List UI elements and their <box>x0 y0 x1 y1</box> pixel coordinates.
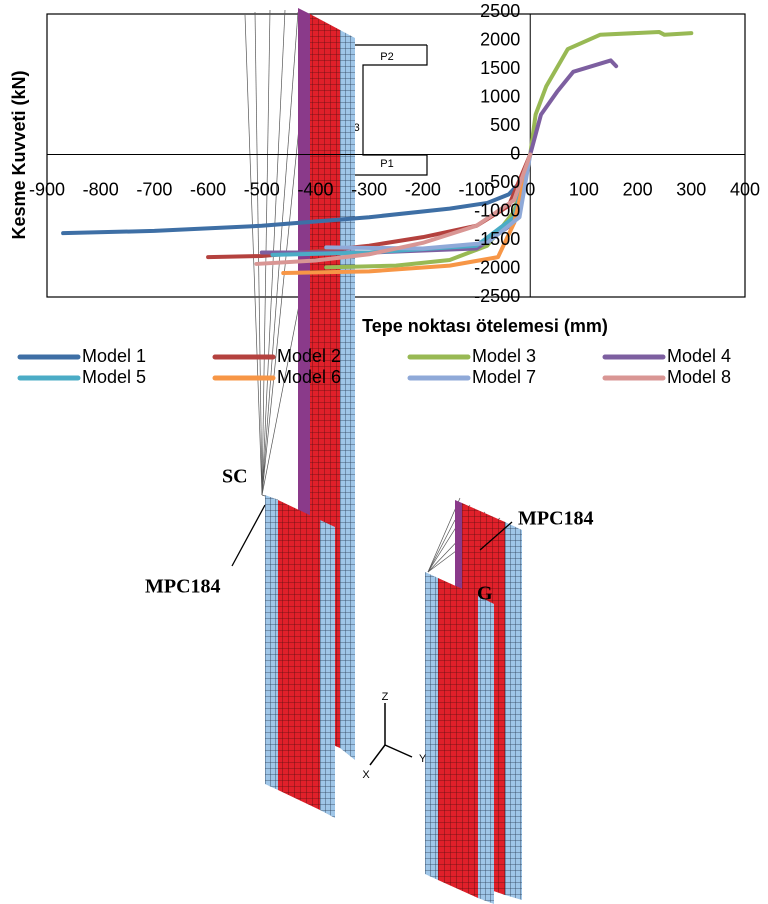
y-tick-label: -2000 <box>474 257 520 277</box>
legend-label: Model 8 <box>667 367 731 387</box>
y-tick-label: -1500 <box>474 229 520 249</box>
legend-label: Model 4 <box>667 346 731 366</box>
y-tick-label: 0 <box>510 143 520 163</box>
x-tick-label: 300 <box>676 179 706 199</box>
y-tick-label: 1500 <box>480 58 520 78</box>
axis-triad-label: X <box>362 769 370 781</box>
x-tick-label: 100 <box>569 179 599 199</box>
page: P2 P3 P1 Kesme Kuvveti (kN) Tepe noktası… <box>0 0 768 904</box>
y-tick-label: 500 <box>490 115 520 135</box>
fe-model <box>232 8 522 904</box>
diagram-label: MPC184 <box>145 576 221 598</box>
x-tick-label: 0 <box>525 179 535 199</box>
diagram-label: MPC184 <box>518 508 594 530</box>
diagram-label: SC <box>222 466 248 488</box>
legend-label: Model 7 <box>472 367 536 387</box>
x-tick-label: -900 <box>29 179 65 199</box>
x-tick-label: -600 <box>190 179 226 199</box>
x-tick-label: -800 <box>83 179 119 199</box>
x-tick-label: 400 <box>730 179 760 199</box>
x-tick-label: 200 <box>623 179 653 199</box>
legend-label: Model 5 <box>82 367 146 387</box>
y-tick-label: -1000 <box>474 200 520 220</box>
y-tick-label: 2000 <box>480 29 520 49</box>
inset-section <box>343 45 427 175</box>
x-axis-title: Tepe noktası ötelemesi (mm) <box>362 316 608 336</box>
y-tick-label: -2500 <box>474 286 520 306</box>
inset-label: P1 <box>380 158 393 170</box>
y-tick-label: 1000 <box>480 86 520 106</box>
axis-triad-label: Y <box>419 753 427 765</box>
legend-label: Model 2 <box>277 346 341 366</box>
diagram-label: G <box>477 583 493 605</box>
x-tick-label: -500 <box>244 179 280 199</box>
y-axis-title: Kesme Kuvveti (kN) <box>9 70 29 239</box>
inset-label: P2 <box>380 51 393 63</box>
legend-label: Model 1 <box>82 346 146 366</box>
x-tick-label: -400 <box>297 179 333 199</box>
legend-label: Model 6 <box>277 367 341 387</box>
x-tick-label: -200 <box>405 179 441 199</box>
y-tick-label: 2500 <box>480 1 520 21</box>
legend-label: Model 3 <box>472 346 536 366</box>
x-tick-label: -300 <box>351 179 387 199</box>
y-tick-label: -500 <box>484 172 520 192</box>
x-tick-label: -700 <box>136 179 172 199</box>
axis-triad-label: Z <box>382 691 389 703</box>
